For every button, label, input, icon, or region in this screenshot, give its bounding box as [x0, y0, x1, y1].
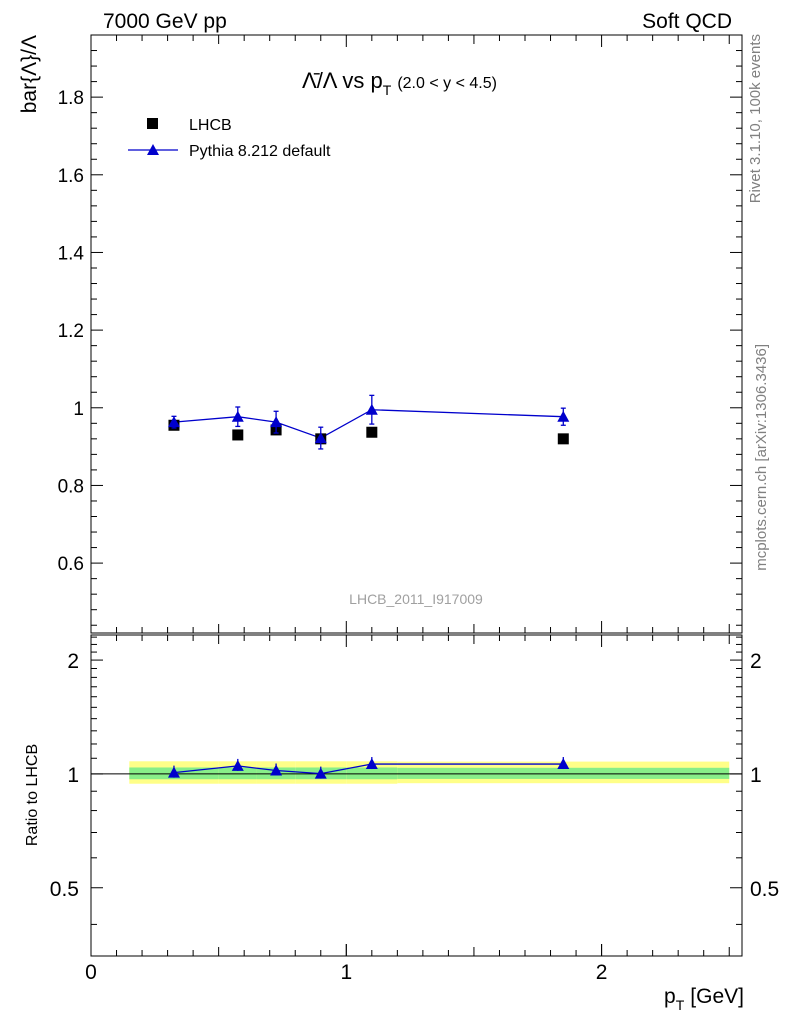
legend: LHCB Pythia 8.212 default	[128, 117, 331, 160]
ratio-band-green	[346, 767, 398, 780]
ratio-uncertainty-bands	[129, 761, 730, 784]
main-panel: 0.6 0.8 1 1.2 1.4 1.6 1.8 bar{Λ}/Λ Λ̄/Λ vs pT (…	[18, 34, 743, 634]
chart-title: Λ̄/Λ vs pT (2.0 < y < 4.5)	[302, 68, 497, 98]
ratio-band-green	[218, 767, 257, 780]
main-y-ticks: 0.6 0.8 1 1.2 1.4 1.6 1.8	[58, 35, 742, 633]
header-left: 7000 GeV pp	[103, 10, 227, 33]
pythia-data-point	[167, 416, 180, 428]
ratio-panel: 0.5 0.5 1 1 2 2 0 1 2 Ratio to LHCB pT [GeV]	[24, 634, 779, 1013]
svg-text:Λ̄/Λ vs pT(2.0 < y < 4.5): Λ̄/Λ vs pT (2.0 < y < 4.5)	[302, 68, 497, 98]
main-y-tick-label: 1.2	[58, 321, 84, 342]
chart-title-range: (2.0 < y < 4.5)	[397, 75, 497, 92]
x-axis-label: pT [GeV]	[664, 985, 744, 1013]
ratio-series-line	[173, 763, 564, 775]
main-series-lines	[173, 409, 564, 439]
side-label-rivet: Rivet 3.1.10, 100k events	[747, 34, 764, 203]
x-axis-label-p: p	[664, 985, 676, 1008]
ratio-y-tick-label-right: 2	[750, 650, 762, 673]
ratio-y-tick-label-left: 2	[67, 650, 79, 673]
ratio-y-tick-label-left: 1	[67, 764, 79, 787]
pythia-data-point	[365, 403, 378, 415]
ratio-y-tick-label-left: 0.5	[50, 878, 79, 901]
legend-marker-lhcb	[147, 118, 158, 129]
ratio-band-green	[397, 767, 730, 779]
ratio-data-point	[314, 767, 327, 779]
pythia-data-point	[231, 410, 244, 422]
ratio-y-tick-label-right: 0.5	[750, 878, 779, 901]
lhcb-data-point	[366, 426, 378, 438]
ratio-data-point	[270, 764, 283, 776]
ratio-y-axis-label: Ratio to LHCB	[24, 744, 41, 846]
main-frame	[90, 34, 743, 634]
legend-label-pythia: Pythia 8.212 default	[189, 143, 331, 160]
ratio-frame	[90, 634, 743, 957]
pythia-data-point	[557, 410, 570, 422]
main-y-tick-label: 1.4	[58, 243, 85, 264]
main-y-axis-label: bar{Λ}/Λ	[18, 35, 41, 113]
lhcb-data-point	[232, 429, 244, 441]
main-data-points	[167, 394, 570, 450]
x-tick-label: 0	[85, 961, 97, 984]
legend-marker-pythia	[147, 144, 159, 155]
main-y-tick-label: 1.6	[58, 166, 84, 187]
chart-title-symbol: Λ̄/Λ vs p	[302, 68, 383, 93]
main-y-tick-label: 0.8	[58, 476, 84, 497]
x-axis-label-unit: [GeV]	[690, 985, 744, 1008]
main-y-tick-label: 1	[73, 399, 84, 420]
x-tick-label: 2	[596, 961, 608, 984]
pythia-series-line	[173, 409, 564, 439]
ratio-ticks: 0.5 0.5 1 1 2 2 0 1 2	[50, 635, 779, 984]
analysis-watermark: LHCB_2011_I917009	[349, 591, 483, 607]
ratio-data-points	[167, 757, 570, 779]
pythia-data-point	[270, 416, 283, 428]
lhcb-data-point	[557, 433, 569, 445]
ratio-data-point	[167, 766, 180, 778]
chart-title-sub: T	[383, 82, 392, 98]
legend-label-lhcb: LHCB	[189, 117, 232, 134]
main-y-tick-label: 1.8	[58, 88, 84, 109]
side-label-mcplots: mcplots.cern.ch [arXiv:1306.3436]	[753, 344, 770, 571]
ratio-y-tick-label-right: 1	[750, 764, 762, 787]
ratio-data-point	[365, 758, 378, 770]
main-y-tick-label: 0.6	[58, 554, 84, 575]
ratio-data-point	[557, 758, 570, 770]
x-tick-label: 1	[340, 961, 352, 984]
x-axis-label-sub: T	[676, 997, 685, 1013]
header-right: Soft QCD	[642, 10, 732, 33]
pythia-data-point	[314, 432, 327, 444]
ratio-data-point	[231, 759, 244, 771]
